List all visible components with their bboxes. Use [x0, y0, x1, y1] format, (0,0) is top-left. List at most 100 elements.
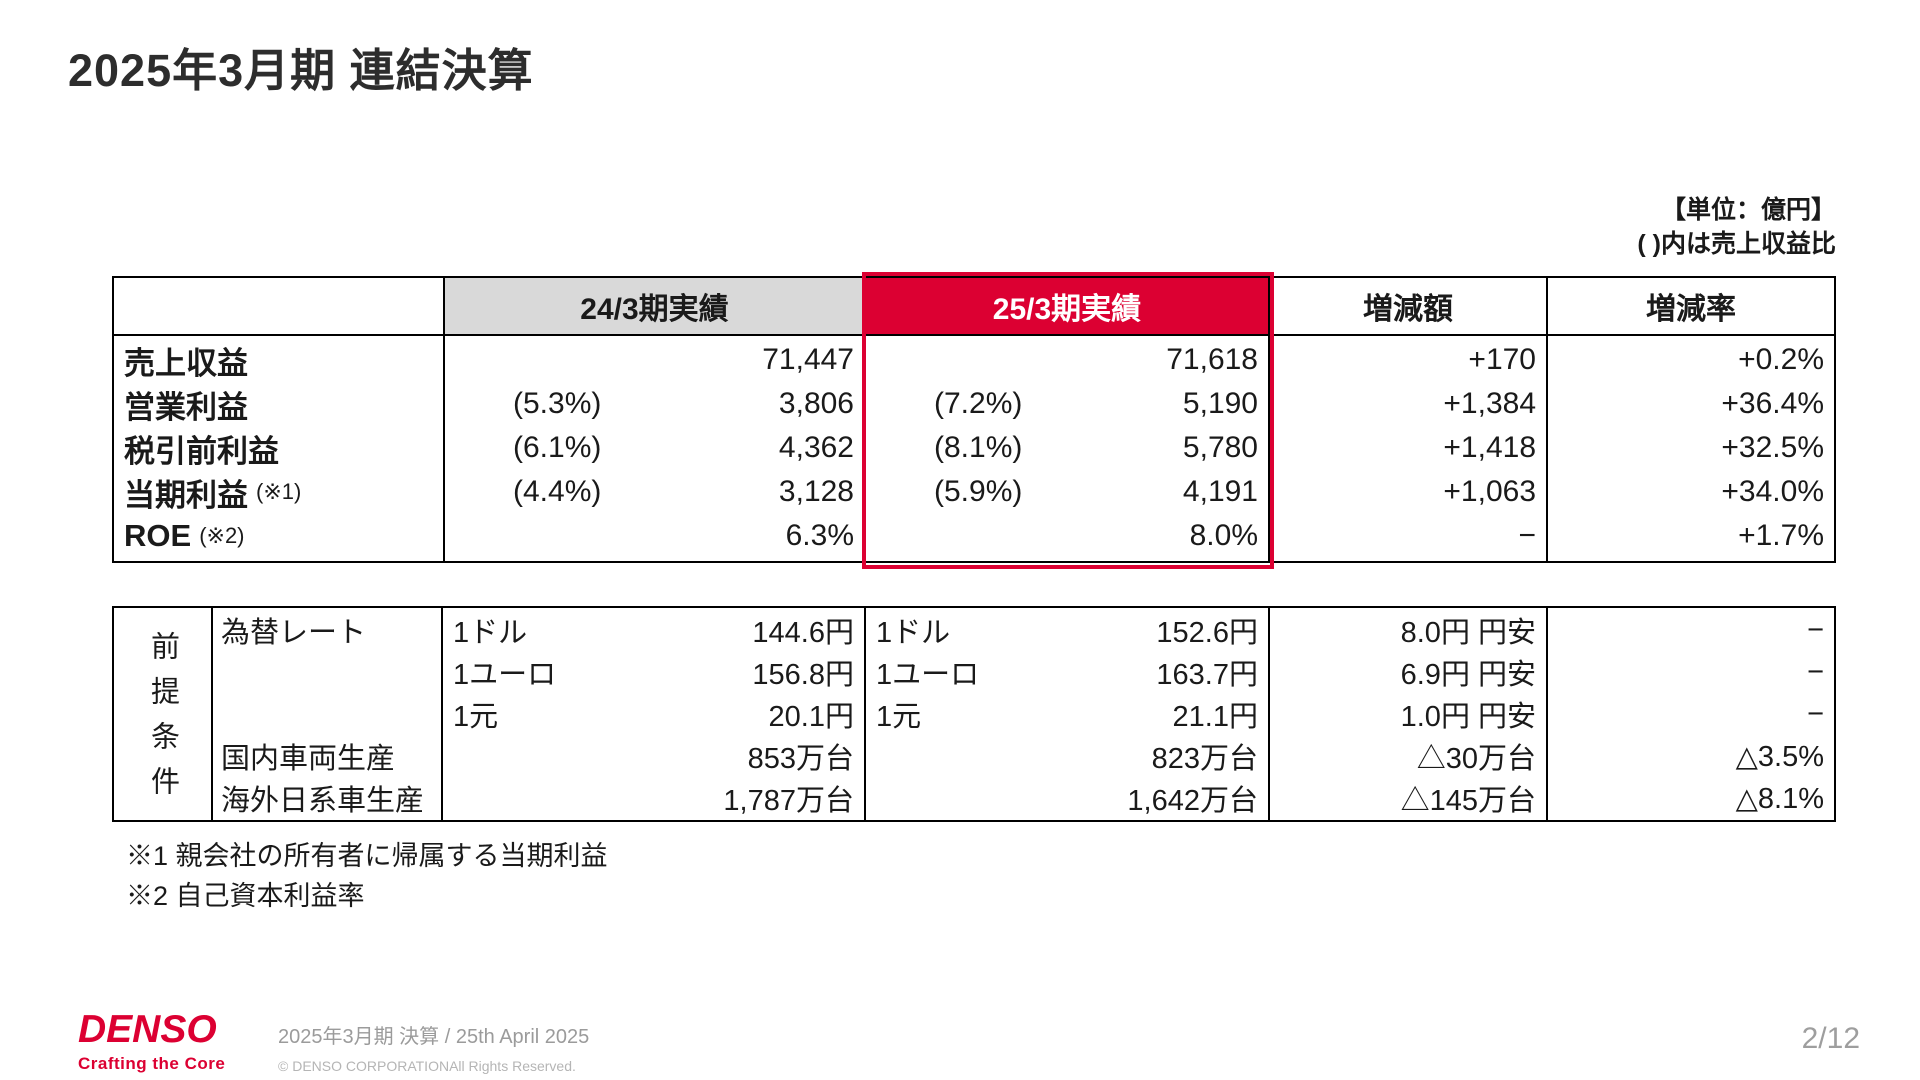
footer-text: 2025年3月期 決算 / 25th April 2025 © DENSO CO…	[278, 1020, 589, 1074]
diff-rate-value: +0.2%	[1738, 343, 1824, 376]
value: 21.1円	[1172, 701, 1258, 733]
assumption-current-row: 1ドル 152.6円	[866, 609, 1268, 651]
assumption-item	[213, 651, 441, 693]
value: 4,362	[778, 431, 854, 464]
page-number: 2/12	[1801, 1022, 1860, 1055]
assumption-diff-value: 1.0円 円安	[1400, 701, 1536, 733]
currency-unit: 1元	[453, 701, 499, 733]
value: 853万台	[747, 743, 854, 775]
diff-amount-column: +170 +1,384 +1,418 +1,063 −	[1270, 336, 1548, 561]
pct-of-revenue: (8.1%)	[934, 431, 1023, 464]
metric-label: 税引前利益	[124, 433, 279, 469]
pct-of-revenue: (5.3%)	[513, 387, 602, 420]
assumptions-table: 前提条件 為替レート 国内車両生産 海外日系車生産 1ドル 144.6円 1ユーロ…	[112, 606, 1836, 822]
metric-label: 当期利益	[124, 477, 248, 513]
unit-note: 【単位：億円】 ( )内は売上収益比	[1637, 194, 1836, 262]
value: 3,128	[778, 475, 854, 508]
assumption-rate-value: △8.1%	[1735, 782, 1824, 815]
current-period-column: 71,618 (7.2%) 5,190 (8.1%) 5,780 (5.9%) 4,1…	[866, 336, 1270, 561]
metric-label: ROE	[124, 518, 192, 553]
value: 3,806	[778, 387, 854, 420]
value: 4,191	[1182, 475, 1258, 508]
value: 8.0%	[1189, 519, 1258, 552]
assumption-current-row: 1ユーロ 163.7円	[866, 651, 1268, 693]
footer-copyright: © DENSO CORPORATIONAll Rights Reserved.	[278, 1058, 576, 1074]
header-empty	[114, 278, 445, 336]
diff-amount-value: +1,063	[1443, 475, 1536, 508]
value: 156.8円	[752, 659, 854, 691]
assumption-prev-row: 853万台	[443, 735, 864, 777]
unit-note-line1: 【単位：億円】	[1660, 196, 1836, 224]
metric-label-pretax-profit: 税引前利益	[114, 426, 443, 470]
diff-rate-value: +32.5%	[1721, 431, 1824, 464]
assumption-item-column: 為替レート 国内車両生産 海外日系車生産	[213, 608, 443, 820]
pct-of-revenue: (5.9%)	[934, 475, 1023, 508]
metric-label-roe: ROE (※2)	[114, 514, 443, 558]
footnote-1: ※1 親会社の所有者に帰属する当期利益	[126, 841, 608, 871]
assumptions-side-label: 前提条件	[114, 608, 213, 820]
denso-logo-tagline: Crafting the Core	[78, 1054, 226, 1073]
assumption-item: 国内車両生産	[221, 743, 396, 775]
header-current-period: 25/3期実績	[866, 278, 1270, 336]
denso-logo-wordmark: DENSO	[78, 1008, 217, 1051]
metric-note: (※1)	[256, 479, 302, 504]
metric-label: 売上収益	[124, 345, 248, 381]
assumption-rate-column: − − − △3.5% △8.1%	[1548, 608, 1834, 820]
header-diff-rate: 増減率	[1548, 278, 1834, 336]
currency-unit: 1ドル	[876, 617, 951, 649]
assumption-prev-row: 1,787万台	[443, 777, 864, 819]
assumption-prev-row: 1元 20.1円	[443, 693, 864, 735]
metric-label-operating-profit: 営業利益	[114, 382, 443, 426]
diff-amount-value: +170	[1468, 343, 1536, 376]
prev-period-column: 71,447 (5.3%) 3,806 (6.1%) 4,362 (4.4%) 3,1…	[445, 336, 866, 561]
assumption-item	[213, 693, 441, 735]
assumption-prev-row: 1ドル 144.6円	[443, 609, 864, 651]
assumption-item: 海外日系車生産	[221, 785, 425, 817]
value: 6.3%	[785, 519, 854, 552]
diff-amount-value: +1,418	[1443, 431, 1536, 464]
assumption-rate-value: △3.5%	[1735, 740, 1824, 773]
current-value-row: (8.1%) 5,780	[866, 426, 1268, 470]
assumption-rate-value: −	[1807, 613, 1824, 646]
pct-of-revenue: (4.4%)	[513, 475, 602, 508]
current-value-row: 8.0%	[866, 514, 1268, 558]
assumption-prev-row: 1ユーロ 156.8円	[443, 651, 864, 693]
value: 71,618	[1166, 343, 1258, 376]
prev-value-row: 71,447	[445, 338, 864, 382]
diff-rate-value: +1.7%	[1738, 519, 1824, 552]
assumption-prev-column: 1ドル 144.6円 1ユーロ 156.8円 1元 20.1円 853万台 1,787…	[443, 608, 866, 820]
assumption-rate-value: −	[1807, 697, 1824, 730]
prev-value-row: (5.3%) 3,806	[445, 382, 864, 426]
page-title: 2025年3月期 連結決算	[68, 45, 534, 96]
metrics-label-column: 売上収益 営業利益 税引前利益 当期利益 (※1) ROE (※2)	[114, 336, 445, 561]
assumption-current-row: 823万台	[866, 735, 1268, 777]
value: 5,780	[1182, 431, 1258, 464]
currency-unit: 1元	[876, 701, 922, 733]
prev-value-row: (6.1%) 4,362	[445, 426, 864, 470]
denso-logo: DENSO Crafting the Core	[78, 1010, 298, 1074]
currency-unit: 1ユーロ	[453, 659, 557, 691]
value: 5,190	[1182, 387, 1258, 420]
header-diff-amount: 増減額	[1270, 278, 1548, 336]
diff-amount-value: −	[1518, 519, 1536, 552]
assumption-diff-value: 8.0円 円安	[1400, 617, 1536, 649]
assumption-diff-column: 8.0円 円安 6.9円 円安 1.0円 円安 △30万台 △145万台	[1270, 608, 1548, 820]
metric-label-sales: 売上収益	[114, 338, 443, 382]
pct-of-revenue: (7.2%)	[934, 387, 1023, 420]
diff-rate-column: +0.2% +36.4% +32.5% +34.0% +1.7%	[1548, 336, 1834, 561]
value: 20.1円	[768, 701, 854, 733]
current-value-row: (5.9%) 4,191	[866, 470, 1268, 514]
value: 823万台	[1151, 743, 1258, 775]
currency-unit: 1ドル	[453, 617, 528, 649]
assumption-current-row: 1,642万台	[866, 777, 1268, 819]
assumption-current-row: 1元 21.1円	[866, 693, 1268, 735]
value: 144.6円	[752, 617, 854, 649]
diff-rate-value: +36.4%	[1721, 387, 1824, 420]
metric-note: (※2)	[199, 523, 245, 548]
assumption-diff-value: △30万台	[1416, 743, 1536, 775]
value: 152.6円	[1156, 617, 1258, 649]
value: 1,642万台	[1127, 785, 1258, 817]
footnote-2: ※2 自己資本利益率	[126, 881, 365, 911]
assumption-rate-value: −	[1807, 655, 1824, 688]
results-table: 24/3期実績 25/3期実績 増減額 増減率 売上収益 営業利益 税引前利益 …	[112, 276, 1836, 563]
